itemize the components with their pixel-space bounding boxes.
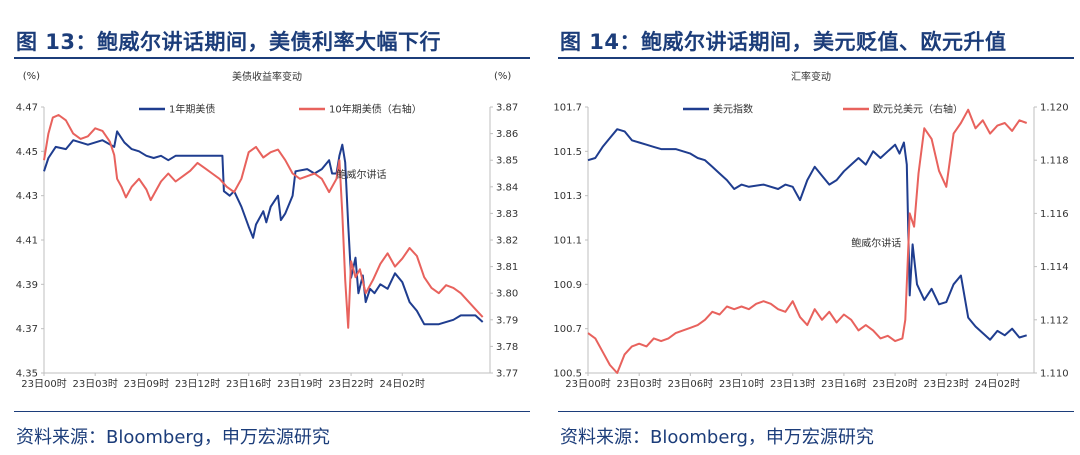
left-tick-label: 4.39: [16, 280, 38, 291]
left-tick-label: 101.5: [553, 147, 582, 158]
left-tick-label: 100.7: [553, 324, 582, 335]
x-tick-label: 23日13时: [770, 378, 815, 390]
x-tick-label: 23日20时: [872, 378, 917, 390]
treasury-yield-chart: 美债收益率变动 (%) (%) 4.47 4.45 4.43 4.41 4.39 4.37 4.3…: [16, 70, 519, 390]
right-tick-label: 1.116: [1040, 209, 1069, 220]
series-line-1: [43, 130, 484, 326]
bottom-rule: [558, 411, 1074, 412]
x-tick-label: 23日16时: [226, 378, 271, 390]
bottom-rule: [14, 411, 530, 412]
chart-title: 汇率变动: [791, 70, 831, 83]
legend-label-1: 美元指数: [713, 103, 753, 116]
right-tick-label: 3.83: [496, 209, 518, 220]
exchange-rate-chart: 汇率变动 101.7 101.5 101.3 101.1 100.9 100.7 100.5 1…: [553, 70, 1069, 390]
x-tick-label: 23日12时: [175, 378, 220, 390]
left-tick-label: 4.41: [16, 236, 38, 247]
left-tick-label: 4.47: [16, 103, 38, 114]
x-tick-label: 23日00时: [21, 378, 66, 390]
series-line-2: [43, 114, 484, 329]
figure-14-panel: 图 14：鲍威尔讲话期间，美元贬值、欧元升值 汇率变动 101.7 101.5 101…: [544, 0, 1080, 455]
right-tick-label: 1.118: [1040, 156, 1069, 167]
series-line-1: [587, 128, 1027, 341]
right-tick-label: 3.81: [496, 262, 518, 273]
right-tick-label: 3.87: [496, 103, 518, 114]
right-tick-label: 3.80: [496, 289, 518, 300]
right-tick-label: 1.110: [1040, 369, 1069, 380]
x-tick-label: 23日22时: [328, 378, 373, 390]
x-tick-label: 23日00时: [565, 378, 610, 390]
left-tick-label: 100.5: [553, 369, 582, 380]
left-tick-label: 101.1: [553, 236, 582, 247]
x-tick-label: 23日03时: [616, 378, 661, 390]
right-tick-label: 3.86: [496, 129, 518, 140]
figure-13-panel: 图 13：鲍威尔讲话期间，美债利率大幅下行 美债收益率变动 (%) (%) 4.47 4…: [0, 0, 536, 455]
figure-title: 图 14：鲍威尔讲话期间，美元贬值、欧元升值: [560, 30, 1007, 54]
x-tick-label: 24日02时: [975, 378, 1020, 390]
right-tick-label: 3.78: [496, 342, 518, 353]
right-tick-label: 3.84: [496, 182, 518, 193]
title-rule: [558, 57, 1074, 59]
left-tick-label: 4.43: [16, 191, 38, 202]
x-tick-label: 23日23时: [924, 378, 969, 390]
left-tick-label: 4.35: [16, 369, 38, 380]
figure-title: 图 13：鲍威尔讲话期间，美债利率大幅下行: [16, 30, 442, 54]
right-tick-label: 1.120: [1040, 103, 1069, 114]
left-tick-label: 101.3: [553, 191, 582, 202]
x-tick-label: 23日03时: [72, 378, 117, 390]
left-tick-label: 4.37: [16, 324, 38, 335]
left-tick-label: 4.45: [16, 147, 38, 158]
right-tick-label: 3.79: [496, 315, 518, 326]
x-tick-label: 23日06时: [668, 378, 713, 390]
chart-title: 美债收益率变动: [232, 70, 302, 83]
legend-label-2: 欧元兑美元（右轴）: [873, 103, 963, 116]
legend-label-2: 10年期美债（右轴）: [329, 103, 422, 116]
x-tick-label: 23日16时: [821, 378, 866, 390]
speech-annotation: 鲍威尔讲话: [851, 237, 901, 250]
right-tick-label: 1.112: [1040, 315, 1069, 326]
title-rule: [14, 57, 530, 59]
speech-annotation: 鲍威尔讲话: [336, 168, 386, 181]
left-axis-unit: (%): [23, 71, 40, 82]
source-note: 资料来源：Bloomberg，申万宏源研究: [16, 427, 330, 448]
legend-label-1: 1年期美债: [169, 103, 215, 116]
left-tick-label: 101.7: [553, 103, 582, 114]
right-axis-unit: (%): [494, 71, 511, 82]
source-note: 资料来源：Bloomberg，申万宏源研究: [560, 427, 874, 448]
x-tick-label: 23日09时: [124, 378, 169, 390]
x-tick-label: 23日19时: [277, 378, 322, 390]
series-line-2: [587, 108, 1028, 374]
right-tick-label: 3.82: [496, 236, 518, 247]
x-tick-label: 23日10时: [719, 378, 764, 390]
right-tick-label: 3.77: [496, 369, 518, 380]
left-tick-label: 100.9: [553, 280, 582, 291]
right-tick-label: 1.114: [1040, 262, 1069, 273]
right-tick-label: 3.85: [496, 156, 518, 167]
x-tick-label: 24日02时: [380, 378, 425, 390]
